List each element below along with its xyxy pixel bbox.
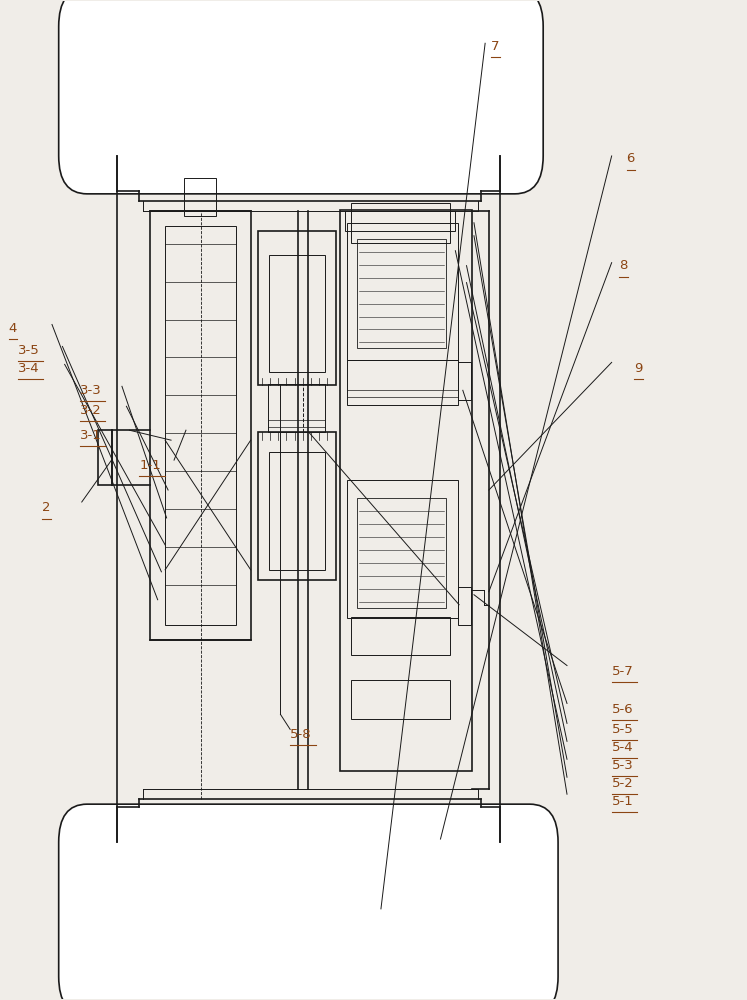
Bar [268, 384, 325, 432]
Bar [150, 211, 251, 640]
Bar [357, 498, 447, 608]
Text: 3-4: 3-4 [18, 362, 40, 375]
Text: 6: 6 [627, 152, 635, 165]
Text: 9: 9 [634, 362, 642, 375]
Bar [458, 587, 471, 625]
Text: 1-1: 1-1 [139, 459, 161, 472]
FancyBboxPatch shape [59, 0, 543, 194]
Bar [340, 210, 473, 771]
Text: 5-3: 5-3 [612, 759, 633, 772]
Text: 5-5: 5-5 [612, 723, 633, 736]
Bar [258, 231, 336, 385]
Bar [98, 430, 111, 485]
Bar [347, 480, 458, 618]
Text: 5-1: 5-1 [612, 795, 633, 808]
Bar [270, 452, 325, 570]
Bar [347, 223, 458, 360]
FancyBboxPatch shape [59, 804, 558, 1000]
Text: 7: 7 [491, 40, 500, 53]
Bar [347, 360, 458, 405]
Bar [258, 432, 336, 580]
Bar [165, 226, 236, 625]
Bar [357, 239, 447, 348]
Text: 3-2: 3-2 [79, 404, 102, 417]
Text: 3-1: 3-1 [79, 429, 102, 442]
Text: 8: 8 [619, 259, 627, 272]
Text: 3-5: 3-5 [18, 344, 40, 357]
Bar [345, 211, 456, 231]
Bar [351, 617, 450, 655]
Text: 4: 4 [9, 322, 17, 335]
Text: 2: 2 [43, 501, 51, 514]
Text: 3-3: 3-3 [79, 384, 102, 397]
Text: 5-8: 5-8 [290, 728, 311, 741]
Text: 5-2: 5-2 [612, 777, 633, 790]
Bar [351, 680, 450, 719]
Text: 5-6: 5-6 [612, 703, 633, 716]
Text: 5-7: 5-7 [612, 665, 633, 678]
Text: 5-4: 5-4 [612, 741, 633, 754]
Bar [185, 178, 216, 216]
Bar [270, 255, 325, 372]
Bar [351, 203, 450, 243]
Bar [458, 362, 471, 400]
